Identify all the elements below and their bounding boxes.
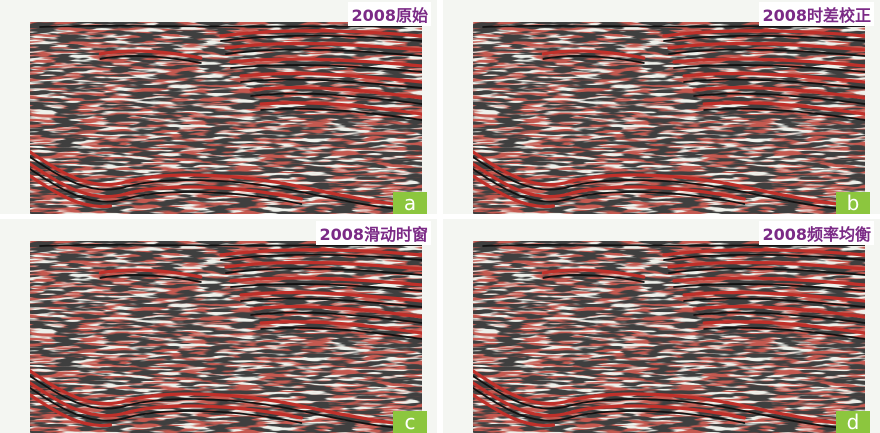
seismic-section [443, 0, 880, 214]
panel: 2008滑动时窗 c [0, 219, 437, 433]
panel-title: 2008滑动时窗 [316, 221, 431, 245]
panel: 2008原始 a [0, 0, 437, 214]
panel: 2008频率均衡 d [443, 219, 880, 433]
seismic-section [0, 0, 437, 214]
panel-letter: b [836, 192, 870, 214]
seismic-section [0, 219, 437, 433]
panel-letter: c [393, 411, 427, 433]
panel-title: 2008原始 [348, 2, 431, 26]
panel: 2008时差校正 b [443, 0, 880, 214]
panel-letter: a [393, 192, 427, 214]
panel-title: 2008时差校正 [759, 2, 874, 26]
panel-title: 2008频率均衡 [759, 221, 874, 245]
seismic-section [443, 219, 880, 433]
panel-letter: d [836, 411, 870, 433]
